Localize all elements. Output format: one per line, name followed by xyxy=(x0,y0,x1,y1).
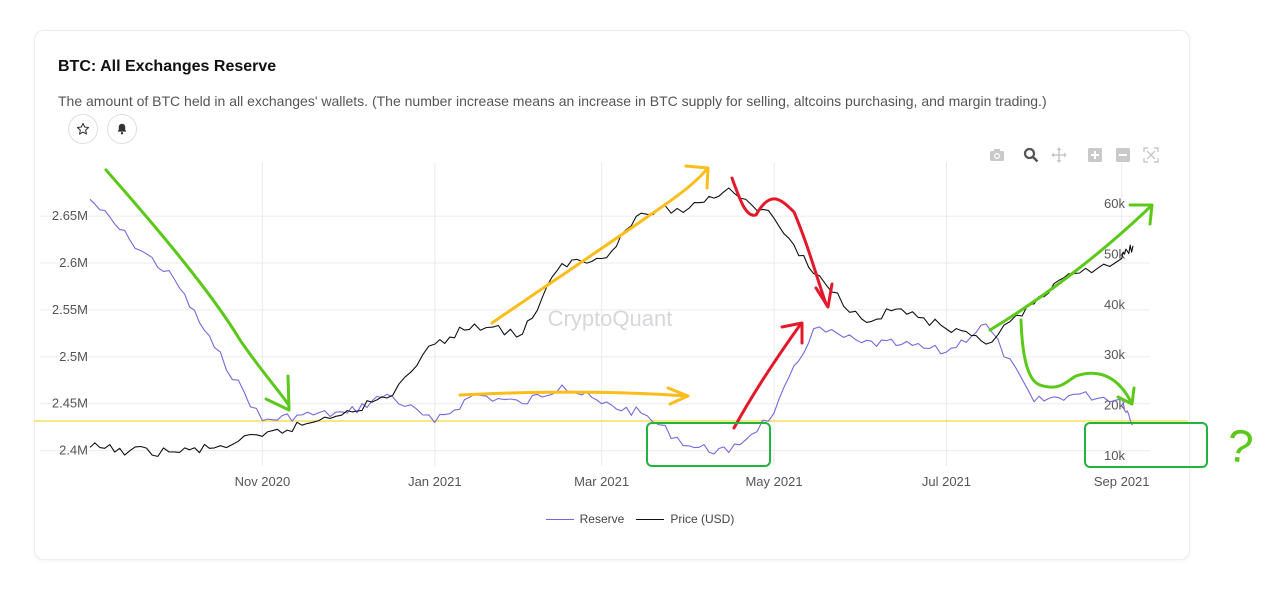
autoscale-icon[interactable] xyxy=(1142,146,1160,164)
green-arrow-down-head xyxy=(1116,386,1136,406)
y-left-tick: 2.4M xyxy=(59,443,88,458)
legend-swatch-price xyxy=(636,518,665,520)
y-left-tick: 2.55M xyxy=(52,302,88,317)
y-left-tick: 2.6M xyxy=(59,255,88,270)
zoom-icon[interactable] xyxy=(1022,146,1040,164)
y-right-tick: 50k xyxy=(1104,246,1125,261)
x-tick: Jul 2021 xyxy=(922,474,971,489)
question-mark-annotation: ? xyxy=(1224,418,1257,473)
y-left-tick: 2.5M xyxy=(59,349,88,364)
legend-label-reserve: Reserve xyxy=(579,512,625,526)
y-right-tick: 30k xyxy=(1104,347,1125,362)
orange-arrow-rise-head xyxy=(684,164,710,190)
pan-icon[interactable] xyxy=(1050,146,1068,164)
x-tick: Mar 2021 xyxy=(574,474,629,489)
y-right-tick: 60k xyxy=(1104,196,1125,211)
zoom-out-icon[interactable] xyxy=(1114,146,1132,164)
star-icon xyxy=(76,122,90,135)
legend-label-price: Price (USD) xyxy=(670,512,735,526)
favorite-button[interactable] xyxy=(68,114,98,144)
highlight-box-september xyxy=(1084,422,1208,468)
orange-arrow-flat xyxy=(458,390,688,398)
watermark: CryptoQuant xyxy=(548,306,673,331)
bell-icon xyxy=(117,123,127,135)
x-tick: Sep 2021 xyxy=(1094,474,1150,489)
chart-description: The amount of BTC held in all exchanges'… xyxy=(58,93,1047,109)
green-arrow-left-head xyxy=(264,374,291,412)
axis-labels: 2.4M2.45M2.5M2.55M2.6M2.65M10k20k30k40k5… xyxy=(52,196,1150,489)
x-tick: May 2021 xyxy=(745,474,802,489)
camera-icon[interactable] xyxy=(988,146,1006,164)
alert-button[interactable] xyxy=(107,114,137,144)
legend-swatch-reserve xyxy=(545,518,574,520)
highlight-box-april xyxy=(646,422,771,467)
chart-card xyxy=(34,30,1190,560)
y-right-tick: 10k xyxy=(1104,448,1125,463)
y-left-tick: 2.45M xyxy=(52,396,88,411)
red-arrow-up xyxy=(732,323,802,430)
chart-toolbar xyxy=(988,146,1160,164)
legend: Reserve Price (USD) xyxy=(0,512,1280,526)
orange-arrow-flat-head xyxy=(666,386,690,406)
orange-arrow-rise xyxy=(490,168,708,325)
series-line-reserve xyxy=(89,198,1134,455)
chart-title: BTC: All Exchanges Reserve xyxy=(58,58,277,75)
red-arrow-up-head xyxy=(780,321,804,345)
green-arrow-right xyxy=(988,205,1152,332)
annotations xyxy=(104,164,1208,468)
x-tick: Jan 2021 xyxy=(408,474,462,489)
green-arrow-left xyxy=(104,168,290,406)
red-arrow-drop-head xyxy=(814,282,834,309)
legend-item-price[interactable]: Price (USD) xyxy=(636,512,734,526)
grid xyxy=(40,162,1150,466)
zoom-in-icon[interactable] xyxy=(1086,146,1104,164)
legend-item-reserve[interactable]: Reserve xyxy=(545,512,625,526)
x-tick: Nov 2020 xyxy=(235,474,291,489)
y-left-tick: 2.65M xyxy=(52,208,88,223)
red-arrow-drop xyxy=(730,176,828,306)
green-arrow-right-head xyxy=(1128,203,1154,226)
y-right-tick: 40k xyxy=(1104,297,1125,312)
green-arrow-down xyxy=(1019,318,1132,402)
